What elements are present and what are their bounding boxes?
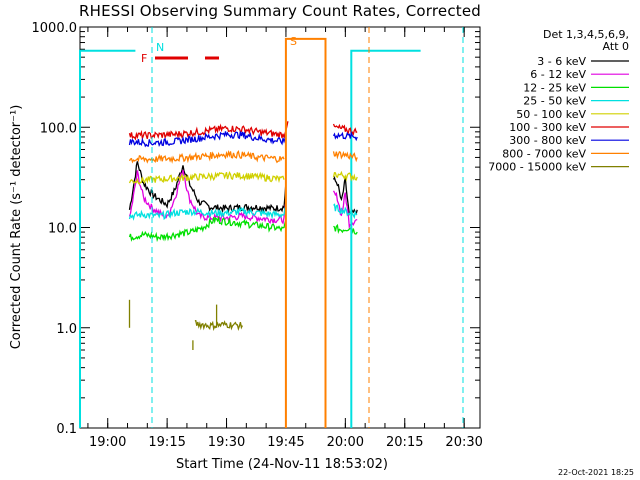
legend-label: 800 - 7000 keV bbox=[502, 147, 586, 160]
generation-timestamp: 22-Oct-2021 18:25 bbox=[558, 468, 634, 477]
y-tick-label: 1000.0 bbox=[32, 21, 78, 36]
series-trace bbox=[128, 149, 285, 164]
legend-header-attenuator: Att 0 bbox=[603, 40, 629, 53]
x-tick-label: 19:45 bbox=[267, 435, 304, 450]
series-layer bbox=[79, 37, 421, 428]
series-trace bbox=[350, 49, 421, 428]
series-trace bbox=[332, 190, 358, 230]
y-tick-label: 10.0 bbox=[48, 222, 77, 237]
x-tick-label: 19:00 bbox=[89, 435, 126, 450]
y-tick-label: 100.0 bbox=[40, 121, 77, 136]
legend-header-detectors: Det 1,3,4,5,6,9, bbox=[543, 28, 629, 41]
series-1 bbox=[128, 169, 358, 230]
chart-title: RHESSI Observing Summary Count Rates, Co… bbox=[78, 2, 481, 20]
series-trace bbox=[128, 131, 287, 148]
series-trace bbox=[333, 203, 358, 220]
series-trace bbox=[128, 215, 287, 243]
series-trace bbox=[194, 319, 243, 332]
y-tick-label: 1.0 bbox=[56, 322, 77, 337]
flag-label-night: N bbox=[156, 41, 164, 54]
legend-label: 300 - 800 keV bbox=[509, 134, 586, 147]
series-trace bbox=[333, 223, 358, 235]
series-trace bbox=[128, 161, 287, 214]
series-trace bbox=[332, 131, 358, 142]
flag-label-saa: S bbox=[290, 35, 297, 48]
y-axis: 0.1 1.0 10.0 100.0 1000.0 bbox=[32, 21, 480, 437]
y-axis-label: Corrected Count Rate (s⁻¹ detector⁻¹) bbox=[9, 105, 24, 350]
series-7 bbox=[128, 37, 358, 428]
legend-label: 3 - 6 keV bbox=[537, 55, 586, 68]
series-2 bbox=[128, 215, 358, 243]
series-trace bbox=[332, 123, 358, 136]
series-6 bbox=[128, 131, 358, 148]
legend-label: 100 - 300 keV bbox=[509, 121, 586, 134]
series-3 bbox=[79, 49, 421, 428]
legend-label: 12 - 25 keV bbox=[523, 81, 586, 94]
legend-label: 25 - 50 keV bbox=[523, 95, 586, 108]
series-4 bbox=[128, 170, 358, 185]
x-axis-label: Start Time (24-Nov-11 18:53:02) bbox=[176, 457, 388, 472]
x-tick-label: 19:15 bbox=[148, 435, 185, 450]
y-tick-label: 0.1 bbox=[56, 422, 77, 437]
x-tick-label: 19:30 bbox=[208, 435, 245, 450]
series-5 bbox=[128, 121, 358, 141]
x-axis: 19:00 19:15 19:30 19:45 20:00 20:15 20:30 bbox=[87, 27, 483, 450]
series-trace bbox=[79, 49, 136, 428]
series-trace bbox=[128, 170, 285, 185]
series-8 bbox=[128, 299, 243, 350]
x-tick-label: 20:00 bbox=[327, 435, 364, 450]
series-trace bbox=[332, 150, 358, 163]
x-tick-label: 20:30 bbox=[445, 435, 482, 450]
series-0 bbox=[128, 161, 358, 217]
instrument-markers bbox=[151, 27, 464, 428]
legend-label: 6 - 12 keV bbox=[530, 68, 586, 81]
series-trace bbox=[284, 37, 327, 428]
flag-label-flare: F bbox=[141, 52, 147, 65]
series-trace bbox=[128, 169, 287, 225]
legend-label: 7000 - 15000 keV bbox=[488, 161, 586, 174]
series-trace bbox=[332, 170, 358, 182]
legend-label: 50 - 100 keV bbox=[516, 108, 586, 121]
series-trace bbox=[128, 121, 289, 141]
x-tick-label: 20:15 bbox=[386, 435, 423, 450]
series-trace bbox=[128, 206, 287, 221]
